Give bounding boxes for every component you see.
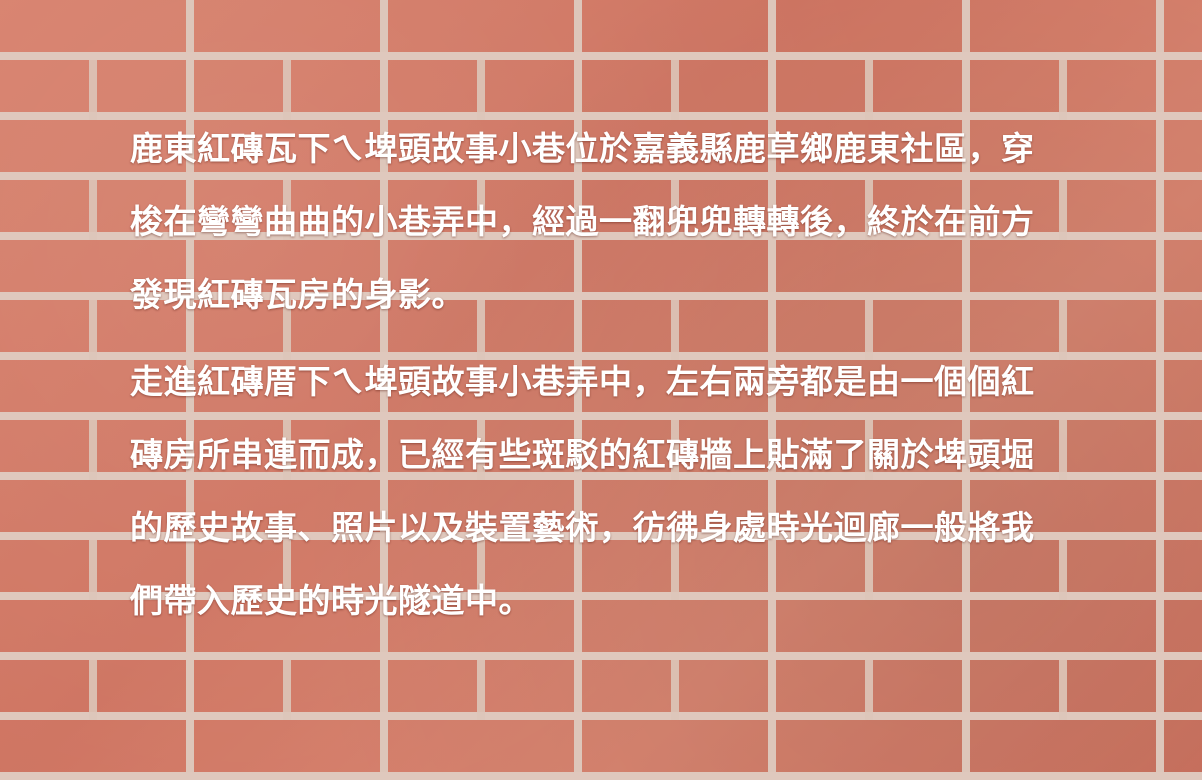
- article-paragraph-1: 鹿東紅磚瓦下ㄟ埤頭故事小巷位於嘉義縣鹿草鄉鹿東社區，穿梭在彎彎曲曲的小巷弄中，經…: [130, 129, 1035, 314]
- article-paragraph-2: 走進紅磚厝下ㄟ埤頭故事小巷弄中，左右兩旁都是由一個個紅磚房所串連而成，已經有些斑…: [130, 362, 1035, 620]
- article-body: 鹿東紅磚瓦下ㄟ埤頭故事小巷位於嘉義縣鹿草鄉鹿東社區，穿梭在彎彎曲曲的小巷弄中，經…: [130, 112, 1060, 651]
